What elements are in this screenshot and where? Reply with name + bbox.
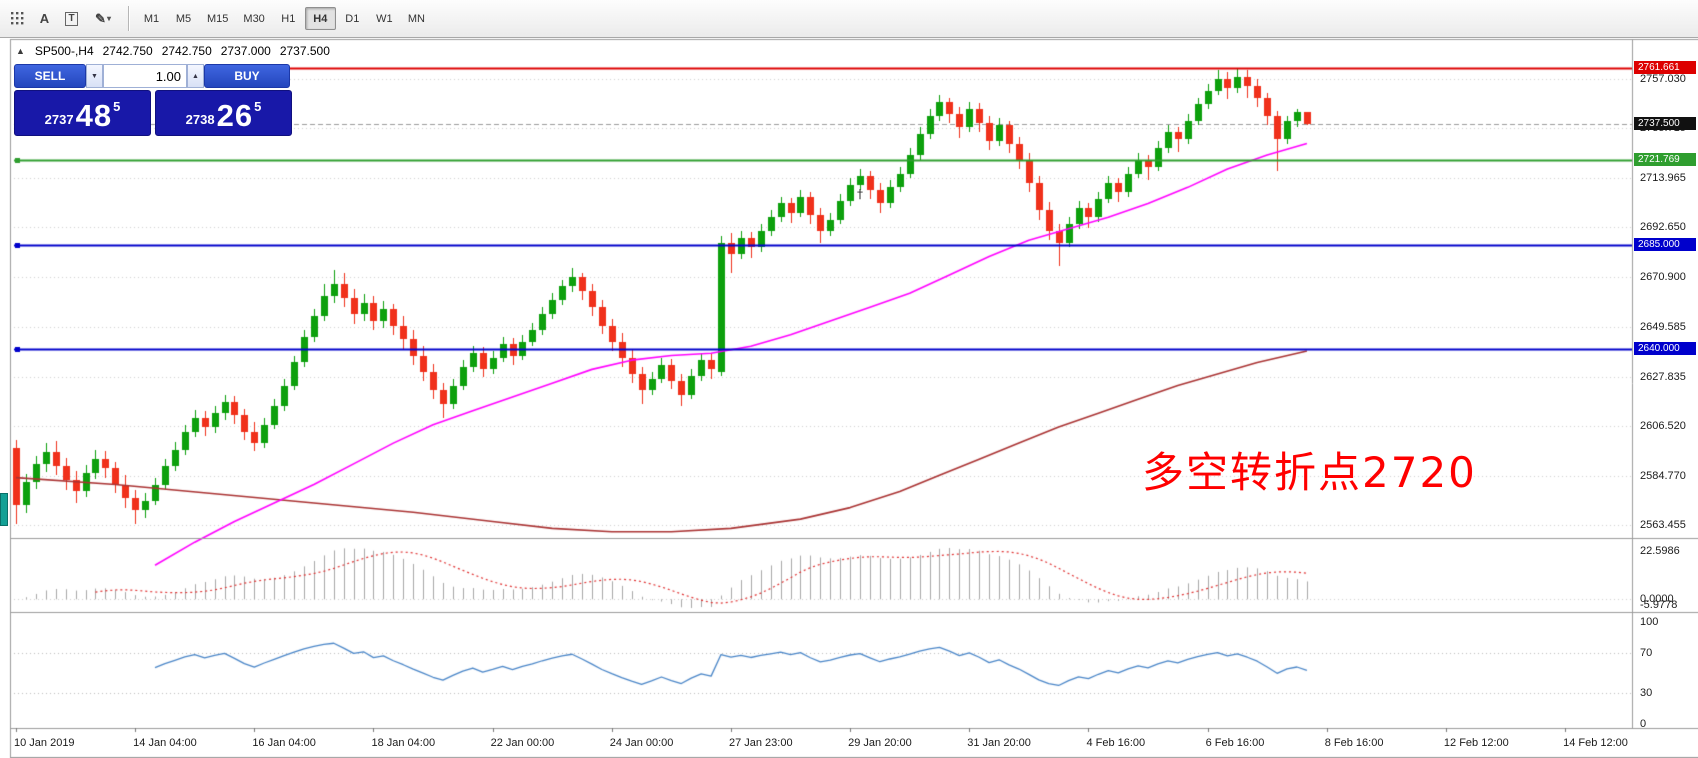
text-tool-button[interactable]: A [31,6,58,31]
text-label-icon: T [65,11,78,26]
ohlc-high: 2742.750 [161,44,212,58]
one-click-trading-panel: SELL ▼ ▲ BUY 2737 48 5 2738 26 5 [14,64,292,136]
grid-icon [11,12,24,25]
order-type-dropdown[interactable]: ▼ [86,64,103,88]
ohlc-open: 2742.750 [102,44,153,58]
timeframe-button-h4[interactable]: H4 [304,7,336,30]
buy-price-pips: 26 [216,98,254,133]
timeframe-button-m30[interactable]: M30 [236,7,271,30]
toolbar: A T ✎ ▾ M1 M5 M15 M30 H1 H4 D1 W1 MN [0,0,1698,38]
buy-button[interactable]: BUY [204,64,290,88]
price-axis[interactable] [1633,39,1698,728]
timeframe-button-m15[interactable]: M15 [200,7,235,30]
one-click-collapse-icon[interactable]: ▲ [16,46,25,56]
buy-price-main: 2738 [185,112,215,127]
docked-panel-edge[interactable] [0,493,8,526]
buy-price-point: 5 [254,99,262,114]
buy-price-display[interactable]: 2738 26 5 [155,90,292,136]
timeframe-bar: M1 M5 M15 M30 H1 H4 D1 W1 MN [136,7,433,30]
sell-price-main: 2737 [44,112,74,127]
volume-input[interactable] [103,64,187,88]
ohlc-low: 2737.000 [220,44,271,58]
chart-header: ▲ SP500-,H4 2742.750 2742.750 2737.000 2… [16,44,330,58]
text-label-tool-button[interactable]: T [58,6,85,31]
volume-spinner-up[interactable]: ▲ [187,64,204,88]
sell-price-pips: 48 [75,98,113,133]
pencil-icon: ✎ [95,10,106,26]
sell-price-point: 5 [113,99,121,114]
sell-price-display[interactable]: 2737 48 5 [14,90,151,136]
timeframe-button-h1[interactable]: H1 [273,7,304,30]
sell-button[interactable]: SELL [14,64,86,88]
letter-a-icon: A [39,11,50,26]
timeframe-button-w1[interactable]: W1 [369,7,400,30]
timeframe-button-m5[interactable]: M5 [168,7,199,30]
timeframe-button-m1[interactable]: M1 [136,7,167,30]
ohlc-close: 2737.500 [279,44,330,58]
chart-annotation-text: 多空转折点2720 [1142,448,1477,497]
chevron-down-icon: ▾ [106,14,111,23]
grid-tool-button[interactable] [4,6,31,31]
time-axis[interactable] [0,729,1698,758]
timeframe-button-mn[interactable]: MN [401,7,432,30]
symbol-period-label: SP500-,H4 [34,44,94,58]
drawing-tools-button[interactable]: ✎ ▾ [85,6,121,31]
toolbar-separator [128,6,129,31]
timeframe-button-d1[interactable]: D1 [337,7,368,30]
